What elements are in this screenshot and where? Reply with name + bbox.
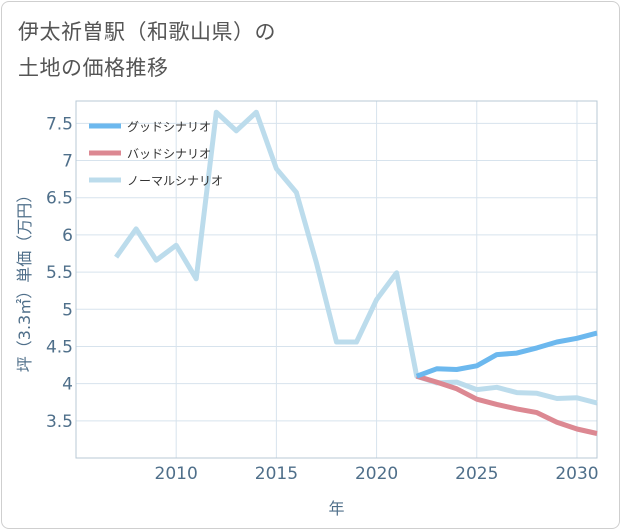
y-tick-label: 4.5 (46, 337, 73, 357)
grid (76, 101, 597, 458)
plot-area (75, 100, 598, 459)
tick-labels: 2010 2015 2020 2025 2030 3.5 4 4.5 5 5.5 6 6.5 7 7.5 (46, 114, 599, 484)
x-tick-label: 2030 (555, 464, 598, 484)
y-tick-label: 5.5 (46, 263, 73, 283)
legend-label-bad: バッドシナリオ (127, 147, 211, 161)
y-tick-label: 6.5 (46, 189, 73, 209)
x-tick-label: 2015 (255, 464, 298, 484)
y-tick-label: 7.5 (46, 114, 73, 134)
y-tick-label: 7 (62, 152, 73, 172)
series-line-normal (114, 109, 598, 406)
legend-label-good: グッドシナリオ (127, 120, 211, 134)
y-tick-label: 5 (62, 300, 73, 320)
y-tick-label: 6 (62, 226, 73, 246)
x-tick-label: 2010 (155, 464, 198, 484)
page-title: 伊太祈曽駅（和歌山県）の (18, 20, 276, 44)
series-lines (114, 109, 598, 436)
legend-label-normal: ノーマルシナリオ (127, 174, 223, 188)
page-subtitle: 土地の価格推移 (18, 56, 169, 80)
x-tick-label: 2020 (355, 464, 398, 484)
x-axis-label: 年 (328, 499, 344, 518)
series-line-good (415, 330, 598, 379)
x-tick-label: 2025 (455, 464, 498, 484)
y-axis-label: 坪（3.3㎡）単価（万円） (15, 187, 34, 372)
series-line-bad (415, 373, 598, 436)
y-tick-label: 3.5 (46, 412, 73, 432)
y-tick-label: 4 (62, 375, 73, 395)
